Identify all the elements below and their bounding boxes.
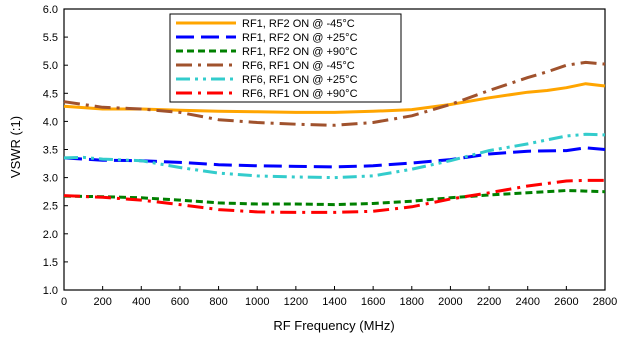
series-line-2 [63,146,606,169]
series-layer [63,60,606,214]
y-tick-label: 5.0 [43,60,58,72]
x-tick-label: 1400 [322,296,346,308]
series-line-6 [63,178,605,214]
x-tick-label: 1000 [245,296,269,308]
legend: RF1, RF2 ON @ -45°C RF1, RF2 ON @ +25°C RF… [169,13,402,103]
legend-box [169,13,402,103]
y-tick-label: 2.5 [43,201,58,213]
y-tick-label: 2.0 [43,229,58,241]
x-tick-label: 1800 [400,296,424,308]
x-tick-label: 600 [171,296,189,308]
x-tick-label: 2400 [515,296,539,308]
x-tick-label: 0 [61,296,67,308]
y-tick-label: 3.0 [43,173,58,185]
x-tick-label: 2600 [554,296,578,308]
y-tick-label: 1.0 [43,285,58,297]
x-tick-label: 800 [209,296,227,308]
x-tick-label: 400 [132,296,150,308]
y-tick-label: 3.5 [43,145,58,157]
x-axis-title: RF Frequency (MHz) [273,318,394,333]
x-tick-label: 2000 [438,296,462,308]
x-tick-label: 1200 [284,296,308,308]
x-tick-label: 2800 [593,296,617,308]
x-tick-label: 2200 [477,296,501,308]
y-tick-label: 4.0 [43,116,58,128]
y-axis-title: VSWR (:1) [8,116,23,178]
ticks-layer: 1.0 1.5 2.0 2.5 3.0 3.5 4.0 4.5 5.0 5.5 6.0 0 200 400… [43,4,618,308]
y-tick-label: 4.5 [43,88,58,100]
legend-label-4: RF6, RF1 ON @ -45°C [242,60,355,72]
y-tick-label: 1.5 [43,257,58,269]
legend-label-5: RF6, RF1 ON @ +25°C [242,74,358,86]
legend-label-6: RF6, RF1 ON @ +90°C [242,88,358,100]
series-line-4 [63,60,606,127]
legend-label-1: RF1, RF2 ON @ -45°C [242,18,355,30]
y-tick-label: 6.0 [43,4,58,16]
series-line-5 [63,132,606,180]
x-tick-label: 1600 [361,296,385,308]
legend-label-3: RF1, RF2 ON @ +90°C [242,46,358,58]
series-line-3 [63,189,606,207]
x-tick-label: 200 [93,296,111,308]
y-tick-label: 5.5 [43,32,58,44]
legend-label-2: RF1, RF2 ON @ +25°C [242,32,358,44]
